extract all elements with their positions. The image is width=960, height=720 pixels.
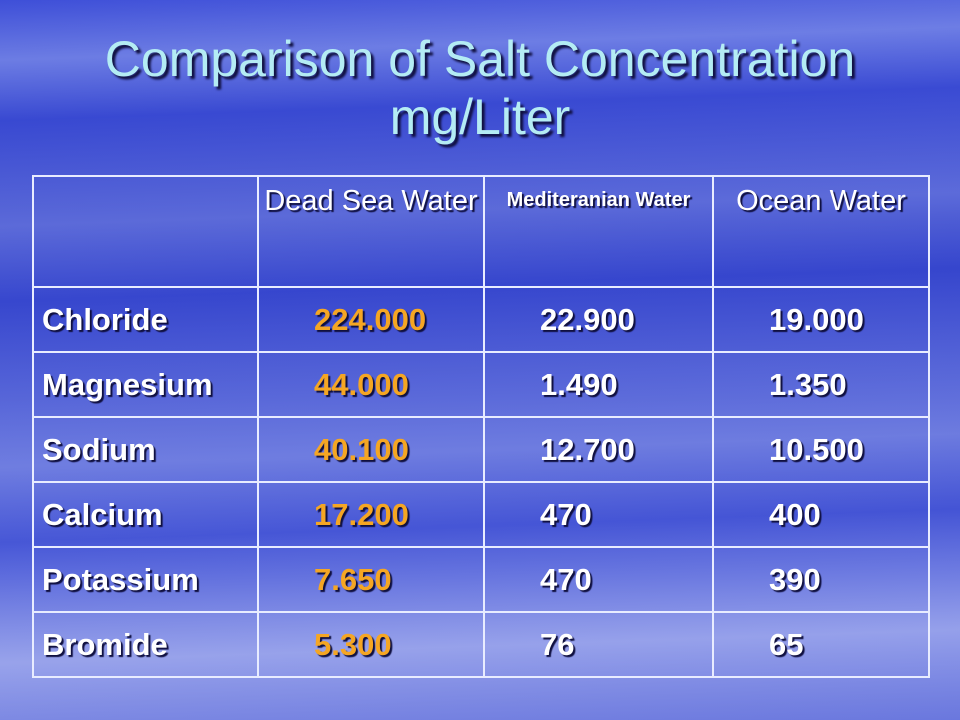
- cell: 470: [483, 481, 714, 548]
- column-header: Ocean Water: [712, 175, 930, 288]
- title-line: mg/Liter: [389, 89, 571, 145]
- cell: 65: [712, 611, 930, 678]
- cell: 40.100: [257, 416, 485, 483]
- cell: 390: [712, 546, 930, 613]
- row-label: Potassium: [32, 546, 259, 613]
- table-row: Potassium 7.650 470 390: [32, 546, 930, 613]
- corner-cell: [32, 175, 259, 288]
- column-header: Dead Sea Water: [257, 175, 485, 288]
- title-line: Comparison of Salt Concentration: [104, 31, 856, 87]
- cell: 17.200: [257, 481, 485, 548]
- cell: 224.000: [257, 286, 485, 353]
- cell: 19.000: [712, 286, 930, 353]
- row-label: Bromide: [32, 611, 259, 678]
- row-label: Magnesium: [32, 351, 259, 418]
- row-label: Chloride: [32, 286, 259, 353]
- cell: 470: [483, 546, 714, 613]
- cell: 10.500: [712, 416, 930, 483]
- table: Dead Sea Water Mediteranian Water Ocean Wa…: [32, 175, 930, 678]
- cell: 76: [483, 611, 714, 678]
- table-row: Chloride 224.000 22.900 19.000: [32, 286, 930, 353]
- table-row: Bromide 5.300 76 65: [32, 611, 930, 678]
- cell: 44.000: [257, 351, 485, 418]
- cell: 5.300: [257, 611, 485, 678]
- row-label: Calcium: [32, 481, 259, 548]
- table-row: Sodium 40.100 12.700 10.500: [32, 416, 930, 483]
- title: Comparison of Salt Concentration mg/Lite…: [0, 30, 960, 146]
- cell: 1.350: [712, 351, 930, 418]
- cell: 22.900: [483, 286, 714, 353]
- column-header: Mediteranian Water: [483, 175, 714, 288]
- cell: 1.490: [483, 351, 714, 418]
- table-row: Calcium 17.200 470 400: [32, 481, 930, 548]
- cell: 12.700: [483, 416, 714, 483]
- cell: 400: [712, 481, 930, 548]
- table-row: Magnesium 44.000 1.490 1.350: [32, 351, 930, 418]
- cell: 7.650: [257, 546, 485, 613]
- header-row: Dead Sea Water Mediteranian Water Ocean Wa…: [32, 175, 930, 288]
- row-label: Sodium: [32, 416, 259, 483]
